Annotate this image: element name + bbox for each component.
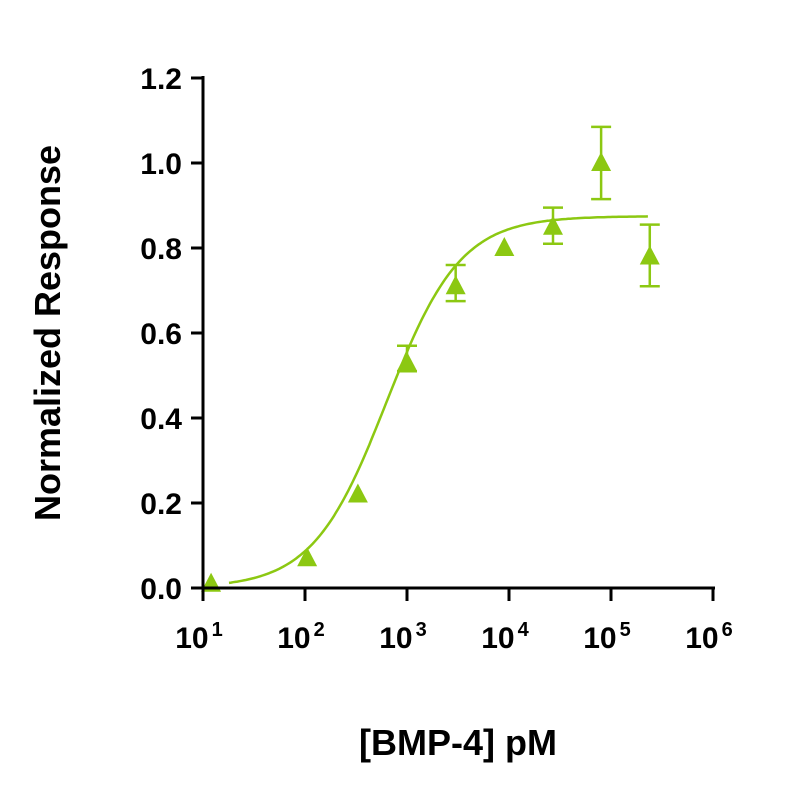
y-tick-label: 1.2 <box>140 63 182 96</box>
data-point <box>445 275 466 295</box>
y-tick-label: 0.8 <box>140 233 182 266</box>
data-point <box>639 245 660 265</box>
fit-curve <box>228 215 648 585</box>
x-tick-base: 10 <box>379 622 412 655</box>
x-tick-label: 10 2 <box>277 619 325 655</box>
data-point <box>591 152 612 171</box>
y-tick-label: 0.0 <box>140 573 182 606</box>
y-tick-label: 1.0 <box>140 148 182 181</box>
data-point <box>494 237 515 256</box>
x-tick-label: 10 6 <box>685 619 733 655</box>
x-tick-base: 10 <box>685 622 718 655</box>
y-tick-label: 0.2 <box>140 488 182 521</box>
x-tick-base: 10 <box>277 622 310 655</box>
data-point <box>542 215 563 235</box>
x-tick-label: 10 3 <box>379 619 427 655</box>
data-point <box>347 483 368 503</box>
x-tick-exponent: 5 <box>620 619 631 641</box>
y-tick-label: 0.4 <box>140 403 182 436</box>
x-tick-base: 10 <box>481 622 514 655</box>
x-tick-exponent: 1 <box>212 619 223 641</box>
x-tick-exponent: 2 <box>314 619 325 641</box>
x-tick-label: 10 4 <box>481 619 529 655</box>
y-axis-label: Normalized Response <box>27 145 68 521</box>
data-point <box>397 351 417 371</box>
plot-area <box>201 125 660 592</box>
x-tick-exponent: 6 <box>722 619 733 641</box>
x-tick-exponent: 4 <box>518 619 530 641</box>
x-tick-label: 10 5 <box>583 619 631 655</box>
x-axis-ticks: 10 1 10 2 10 3 10 4 10 5 10 6 <box>175 588 733 655</box>
x-tick-exponent: 3 <box>416 619 427 641</box>
y-tick-label: 0.6 <box>140 318 182 351</box>
x-tick-base: 10 <box>583 622 616 655</box>
y-axis-ticks: 0.0 0.2 0.4 0.6 0.8 1.0 1.2 <box>140 63 203 606</box>
x-tick-base: 10 <box>175 622 208 655</box>
x-axis-label: [BMP-4] pM <box>359 722 557 763</box>
data-point <box>297 547 318 567</box>
x-tick-label: 10 1 <box>175 619 223 655</box>
